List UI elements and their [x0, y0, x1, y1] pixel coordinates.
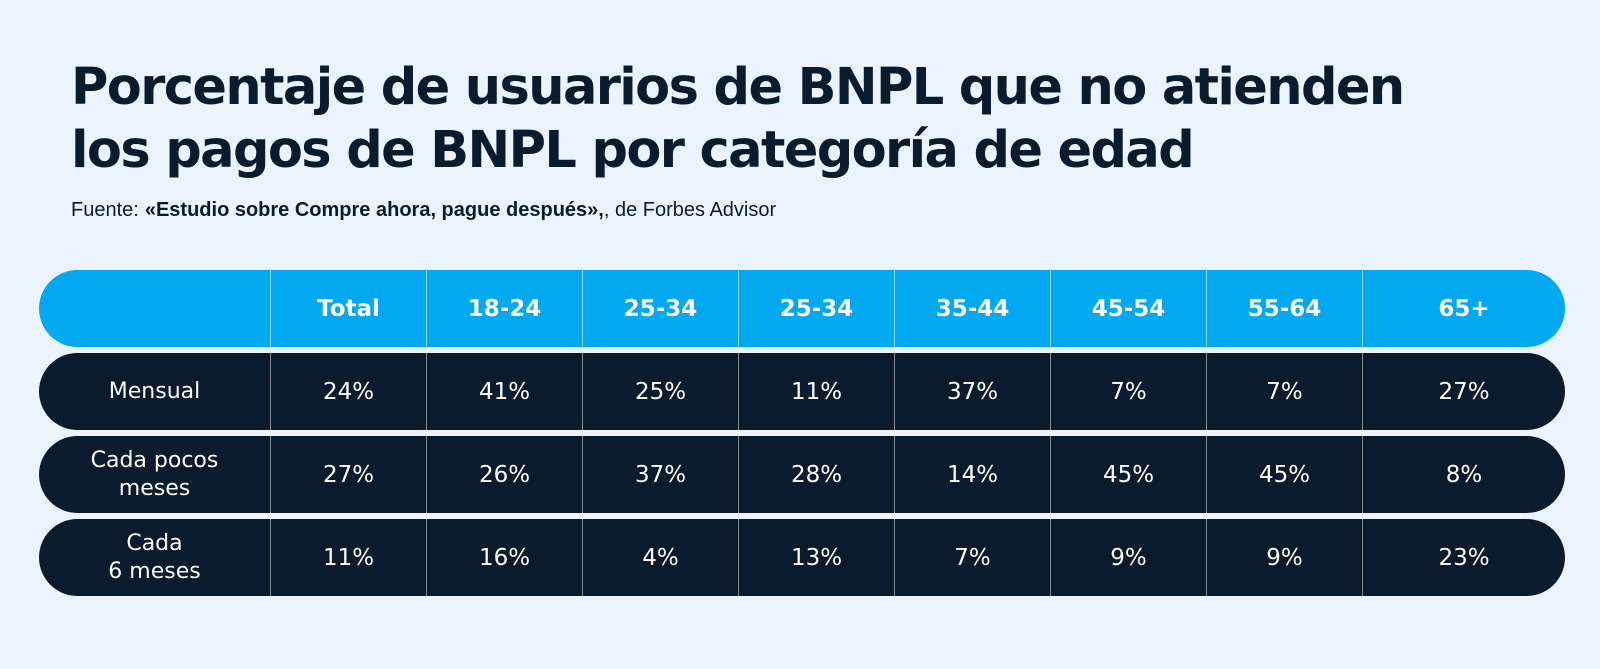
table-cell: 9%: [1206, 519, 1362, 596]
header-cell: 35-44: [894, 270, 1050, 347]
table-cell: 37%: [894, 353, 1050, 430]
table-cell: 11%: [738, 353, 894, 430]
table-cell: 7%: [1050, 353, 1206, 430]
table-cell: 45%: [1206, 436, 1362, 513]
table-cell: 25%: [582, 353, 738, 430]
source-publisher: , de Forbes Advisor: [603, 199, 777, 221]
source-name: «Estudio sobre Compre ahora, pague despu…: [144, 199, 604, 221]
table-row: Cada pocos meses 27% 26% 37% 28% 14% 45%…: [39, 436, 1565, 513]
table-cell: 14%: [894, 436, 1050, 513]
header-cell: [39, 270, 270, 347]
table-cell: 7%: [894, 519, 1050, 596]
header-cell: 18-24: [426, 270, 582, 347]
source-lead: Fuente:: [71, 199, 139, 221]
table-cell: 23%: [1362, 519, 1565, 596]
table-cell: 13%: [738, 519, 894, 596]
title-line-2: los pagos de BNPL por categoría de edad: [71, 121, 1195, 180]
table-cell: 9%: [1050, 519, 1206, 596]
table-cell: 37%: [582, 436, 738, 513]
header-cell: 55-64: [1206, 270, 1362, 347]
header-cell: Total: [270, 270, 426, 347]
table-cell: 27%: [1362, 353, 1565, 430]
chart-title: Porcentaje de usuarios de BNPL que no at…: [71, 56, 1471, 182]
title-line-1: Porcentaje de usuarios de BNPL que no at…: [71, 58, 1405, 117]
table-cell: 41%: [426, 353, 582, 430]
header-row: Total 18-24 25-34 25-34 35-44 45-54 55-6…: [39, 270, 1565, 347]
table-cell: 7%: [1206, 353, 1362, 430]
table-cell: 27%: [270, 436, 426, 513]
table-row: Cada 6 meses 11% 16% 4% 13% 7% 9% 9% 23%: [39, 519, 1565, 596]
header-cell: 25-34: [738, 270, 894, 347]
row-label: Cada pocos meses: [90, 447, 219, 501]
table-cell: 26%: [426, 436, 582, 513]
table-cell: 11%: [270, 519, 426, 596]
table-cell: 4%: [582, 519, 738, 596]
table-cell: 28%: [738, 436, 894, 513]
row-label: Mensual: [108, 378, 201, 404]
header-cell: 65+: [1362, 270, 1565, 347]
source-note: Fuente: «Estudio sobre Compre ahora, pagu…: [71, 199, 776, 222]
table-cell: 45%: [1050, 436, 1206, 513]
table-cell: 24%: [270, 353, 426, 430]
table-cell: 16%: [426, 519, 582, 596]
table-row: Mensual 24% 41% 25% 11% 37% 7% 7% 27%: [39, 353, 1565, 430]
data-table: Total 18-24 25-34 25-34 35-44 45-54 55-6…: [39, 270, 1565, 602]
row-label: Cada 6 meses: [108, 530, 201, 584]
table-cell: 8%: [1362, 436, 1565, 513]
header-cell: 45-54: [1050, 270, 1206, 347]
header-cell: 25-34: [582, 270, 738, 347]
